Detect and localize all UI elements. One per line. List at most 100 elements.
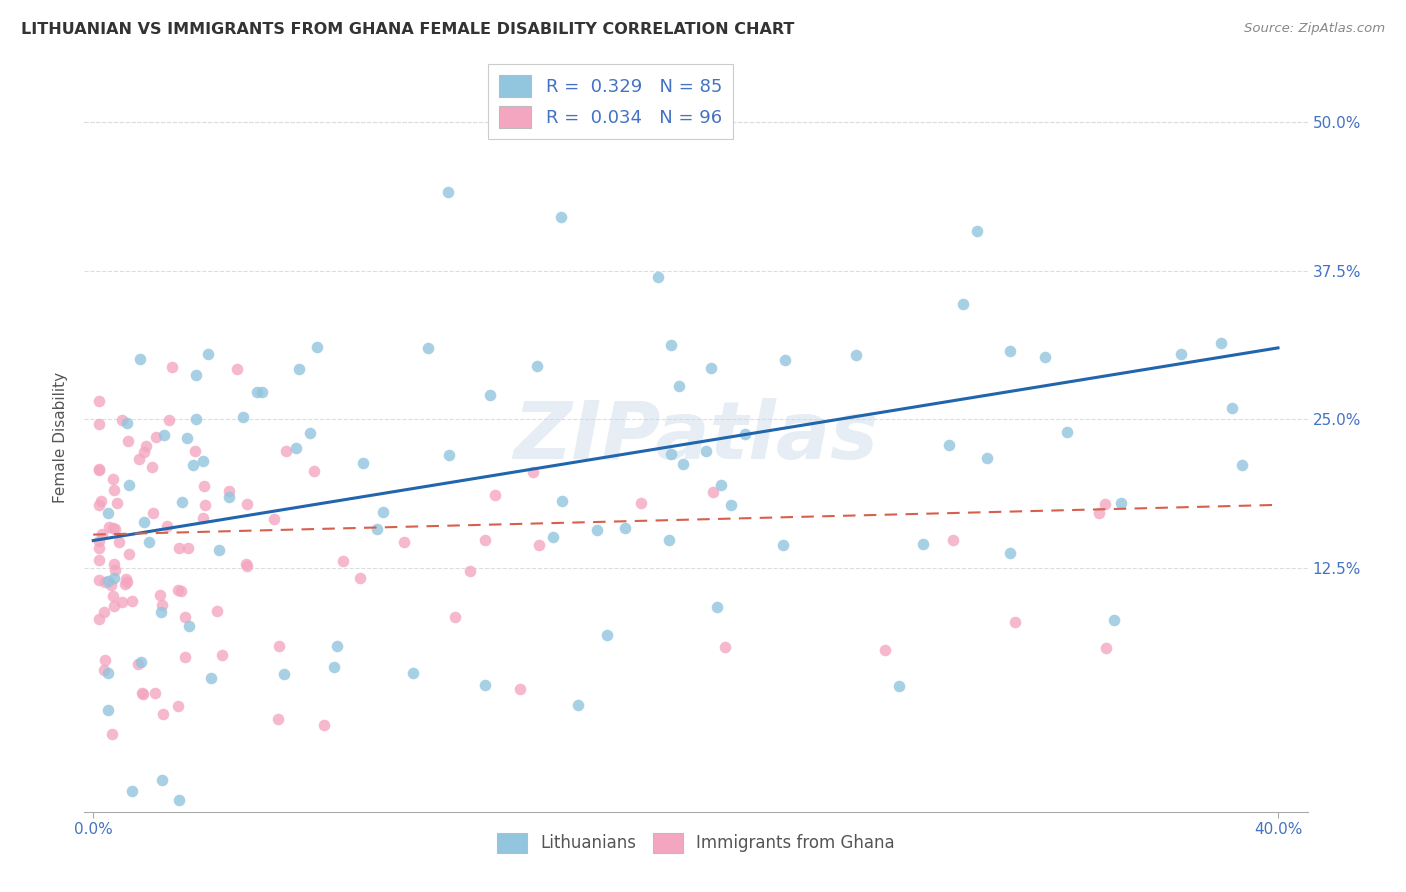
Point (153, 427, 176, 442)
Point (1230, 458, 1253, 472)
Point (191, 511, 214, 525)
Point (437, 186, 460, 200)
Point (1170, 347, 1192, 361)
Point (326, 640, 349, 654)
Point (586, 523, 609, 537)
Point (349, 571, 371, 585)
Y-axis label: Female Disability: Female Disability (53, 371, 69, 503)
Point (1102, 613, 1125, 627)
Point (695, 443, 717, 458)
Point (302, 464, 325, 478)
Point (100, 578, 122, 592)
Point (150, 598, 173, 612)
Point (115, 416, 138, 430)
Point (773, 352, 796, 367)
Point (267, 712, 290, 726)
Point (1094, 641, 1116, 656)
Point (162, 360, 184, 375)
Point (181, 458, 204, 472)
Point (274, 444, 297, 458)
Point (176, 431, 198, 445)
Point (89, 612, 111, 626)
Point (710, 478, 733, 492)
Point (121, 594, 143, 608)
Point (200, 671, 222, 685)
Point (211, 648, 233, 662)
Point (121, 784, 143, 798)
Point (94, 652, 117, 666)
Point (887, 680, 910, 694)
Point (103, 483, 125, 497)
Point (1056, 425, 1078, 440)
Point (89, 417, 111, 431)
Point (108, 535, 131, 549)
Point (89, 393, 111, 408)
Point (103, 521, 125, 535)
Point (1209, 335, 1232, 350)
Point (174, 649, 197, 664)
Point (352, 456, 374, 470)
Point (167, 793, 190, 807)
Point (166, 583, 188, 598)
Point (172, 495, 194, 509)
Point (128, 351, 150, 366)
Point (437, 448, 460, 462)
Point (157, 413, 180, 427)
Point (111, 595, 134, 609)
Point (443, 610, 465, 624)
Point (90, 527, 112, 541)
Point (89, 553, 111, 567)
Point (103, 599, 125, 613)
Point (734, 427, 756, 442)
Point (103, 557, 125, 571)
Point (131, 686, 153, 700)
Point (509, 681, 531, 696)
Point (1220, 401, 1243, 415)
Point (132, 515, 155, 529)
Point (208, 542, 231, 557)
Point (938, 438, 960, 452)
Point (312, 717, 335, 731)
Point (478, 388, 501, 402)
Point (134, 444, 156, 458)
Point (104, 523, 127, 537)
Point (418, 341, 440, 355)
Point (232, 410, 254, 425)
Point (191, 454, 214, 468)
Point (97, 574, 120, 588)
Point (332, 554, 354, 568)
Point (700, 361, 723, 376)
Point (115, 572, 138, 586)
Point (93, 663, 115, 677)
Point (952, 297, 974, 311)
Point (998, 343, 1021, 358)
Point (94, 574, 117, 589)
Point (402, 666, 425, 681)
Point (117, 547, 139, 561)
Point (484, 488, 506, 502)
Point (194, 499, 217, 513)
Point (156, 518, 179, 533)
Point (89, 541, 111, 555)
Legend: Lithuanians, Immigrants from Ghana: Lithuanians, Immigrants from Ghana (491, 826, 901, 860)
Point (97, 520, 120, 534)
Point (132, 687, 155, 701)
Point (474, 533, 496, 548)
Point (911, 537, 934, 551)
Point (307, 340, 329, 354)
Point (129, 656, 152, 670)
Point (145, 430, 167, 444)
Point (373, 505, 395, 519)
Point (288, 362, 311, 376)
Point (235, 557, 257, 571)
Point (89, 574, 111, 588)
Point (474, 678, 496, 692)
Point (263, 512, 285, 526)
Point (1033, 350, 1056, 364)
Point (1000, 546, 1022, 560)
Point (97, 506, 120, 520)
Text: ZIPatlas: ZIPatlas (513, 398, 879, 476)
Point (366, 522, 388, 536)
Point (647, 269, 669, 284)
Point (323, 660, 346, 674)
